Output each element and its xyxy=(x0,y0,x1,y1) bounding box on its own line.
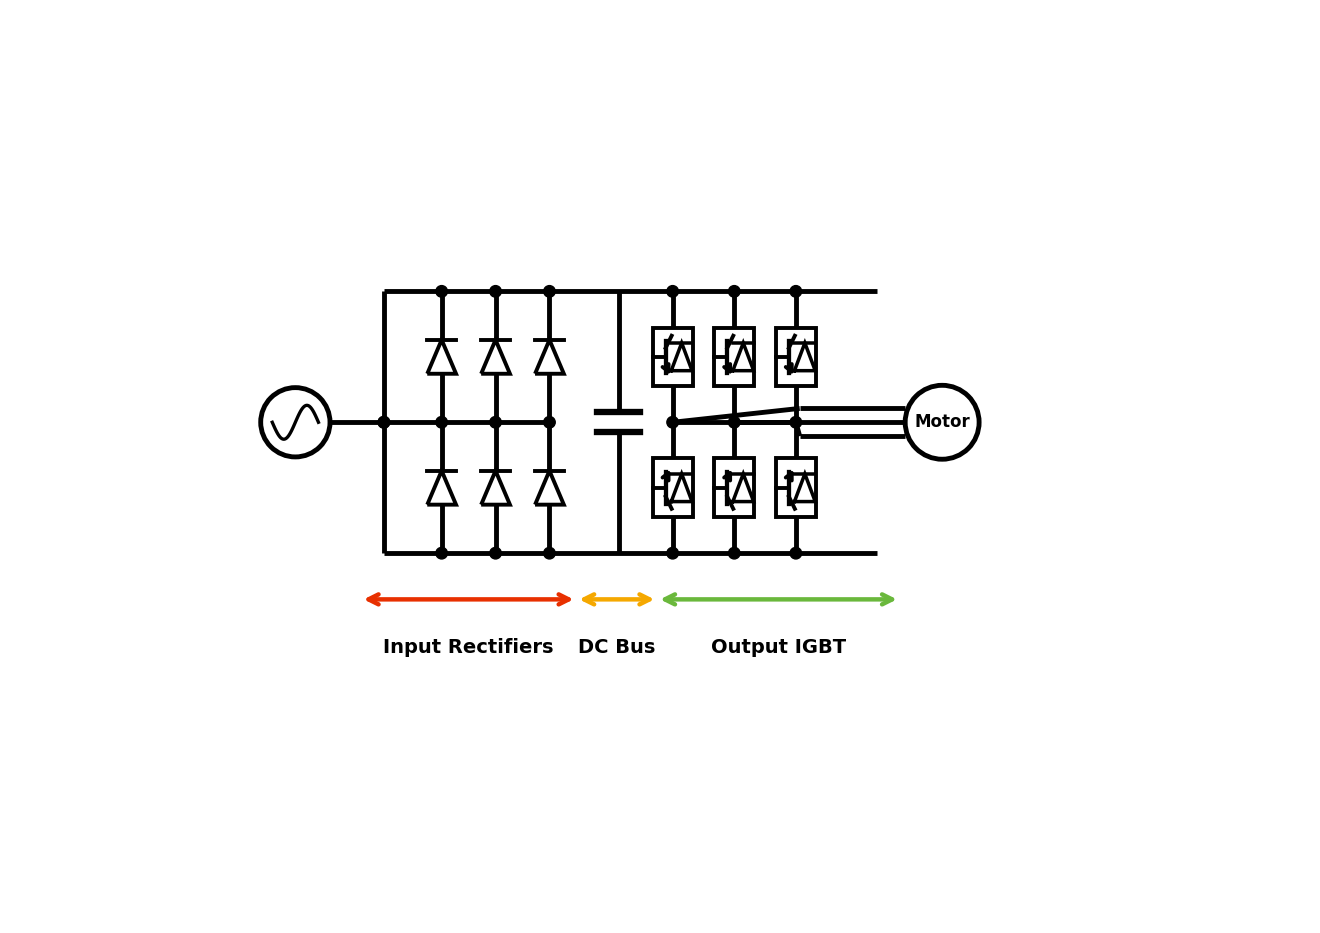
Bar xyxy=(714,458,754,517)
Circle shape xyxy=(436,548,447,559)
Text: Motor: Motor xyxy=(915,413,970,431)
Circle shape xyxy=(544,416,556,428)
Text: Input Rectifiers: Input Rectifiers xyxy=(383,638,554,657)
Circle shape xyxy=(490,548,502,559)
Circle shape xyxy=(791,548,801,559)
Circle shape xyxy=(791,416,801,428)
Circle shape xyxy=(436,416,447,428)
Circle shape xyxy=(667,548,678,559)
Bar xyxy=(714,327,754,386)
Circle shape xyxy=(906,385,979,459)
Circle shape xyxy=(378,416,389,428)
Bar xyxy=(652,327,693,386)
Circle shape xyxy=(729,416,741,428)
Circle shape xyxy=(490,285,502,297)
Circle shape xyxy=(791,285,801,297)
Circle shape xyxy=(729,285,741,297)
Circle shape xyxy=(378,416,389,428)
Bar xyxy=(776,327,816,386)
Bar xyxy=(776,458,816,517)
Circle shape xyxy=(544,548,556,559)
Circle shape xyxy=(729,548,741,559)
Circle shape xyxy=(490,416,502,428)
Circle shape xyxy=(436,285,447,297)
Text: DC Bus: DC Bus xyxy=(578,638,656,657)
Circle shape xyxy=(667,416,678,428)
Circle shape xyxy=(544,285,556,297)
Circle shape xyxy=(667,285,678,297)
Text: Output IGBT: Output IGBT xyxy=(711,638,846,657)
Bar xyxy=(652,458,693,517)
